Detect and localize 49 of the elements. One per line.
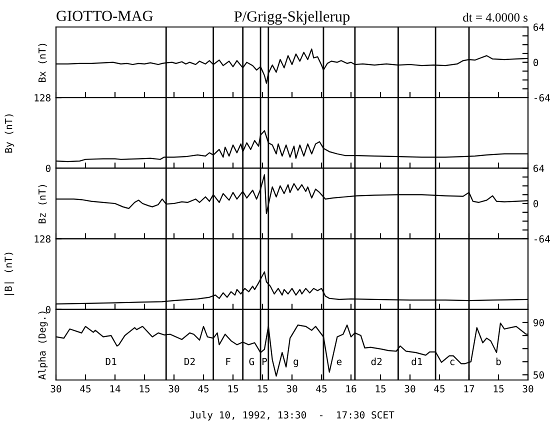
annotation: e — [336, 360, 342, 366]
annotation: c — [450, 360, 454, 366]
y-axis-title: |B| (nT) — [4, 252, 14, 295]
x-tick-label: 30 — [404, 385, 416, 392]
x-tick-label: 15 — [258, 385, 268, 392]
y-tick-label: -64 — [534, 94, 550, 102]
x-tick-label: 15 — [140, 385, 150, 392]
chart-title: P/Grigg-Skjellerup — [234, 10, 350, 25]
annotation: F — [226, 358, 230, 366]
x-tick-label: 14 — [110, 385, 120, 392]
x-tick-label: 45 — [80, 385, 91, 392]
y-tick-label: 0 — [46, 164, 51, 172]
x-tick-label: 15 — [376, 385, 386, 392]
annotation: d1 — [412, 358, 422, 366]
annotation: G — [249, 358, 254, 366]
y-tick-label: 128 — [34, 235, 51, 243]
y-tick-label: 128 — [34, 94, 51, 102]
annotation: D1 — [106, 358, 116, 366]
y-tick-label: 64 — [533, 164, 544, 172]
x-tick-label: 30 — [50, 385, 62, 392]
y-axis-title: By (nT) — [4, 114, 14, 153]
text: dt = 4.0000 s — [463, 12, 528, 22]
y-tick-label: 50 — [534, 371, 544, 379]
y-axis-title: Bz (nT) — [38, 185, 47, 224]
x-tick-label: 45 — [316, 385, 327, 392]
y-tick-label: 90 — [533, 318, 544, 326]
y-tick-label: -64 — [534, 235, 550, 243]
x-tick-label: 17 — [464, 385, 474, 392]
x-tick-label: 30 — [522, 385, 534, 392]
y-axis-title: Alpha (Deg.) — [38, 312, 48, 380]
x-tick-label: 30 — [286, 385, 298, 392]
text: GIOTTO-MAG — [56, 10, 153, 22]
y-tick-label: 64 — [533, 24, 544, 31]
x-tick-label: 16 — [346, 385, 356, 392]
annotation: P — [262, 358, 267, 366]
annotation: g — [294, 360, 298, 368]
y-tick-label: 0 — [533, 200, 538, 208]
annotation: d2 — [371, 358, 382, 366]
annotation: b — [496, 358, 501, 366]
x-axis-title: July 10, 1992, 13:30 - 17:30 SCET — [190, 410, 394, 420]
x-tick-label: 30 — [168, 385, 180, 392]
annotation: D2 — [184, 358, 195, 366]
x-tick-label: 45 — [198, 385, 209, 392]
x-tick-label: 15 — [494, 385, 504, 392]
y-axis-title: Bx (nT) — [38, 44, 47, 82]
y-tick-label: 0 — [46, 306, 51, 314]
x-tick-label: 45 — [434, 385, 445, 392]
x-tick-label: 15 — [228, 385, 238, 392]
y-tick-label: 0 — [533, 58, 538, 66]
